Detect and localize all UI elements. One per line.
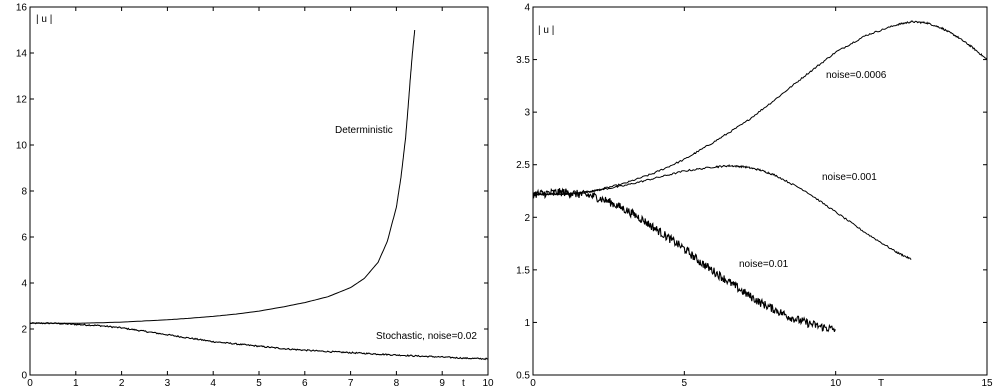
left-xtick-label: 10 — [482, 378, 494, 389]
right-xtick-label: 15 — [981, 378, 993, 389]
left-ytick-label: 16 — [16, 3, 28, 14]
right-chart: 0 5 10 15 0.5 1 1.5 2 2.5 3 3.5 4 | u | T noise=0.0… — [516, 3, 993, 390]
left-series-line-1 — [29, 321, 488, 361]
left-xtick-label: 1 — [73, 378, 79, 389]
right-ytick-label: 2 — [524, 213, 530, 224]
right-ytick-label: 3.5 — [516, 55, 530, 66]
left-xtick-label: 2 — [119, 378, 125, 389]
left-xtick-label: 5 — [256, 378, 262, 389]
right-ticks: 0 5 10 15 0.5 1 1.5 2 2.5 3 3.5 4 — [516, 3, 993, 390]
left-ytick-label: 14 — [16, 49, 28, 60]
left-xtick-label: 7 — [348, 378, 354, 389]
left-ytick-label: 10 — [16, 141, 28, 152]
annotation-noise-001: noise=0.001 — [822, 172, 877, 183]
right-ytick-label: 4 — [524, 3, 530, 14]
right-series — [532, 20, 988, 333]
right-xtick-label: 10 — [830, 378, 842, 389]
right-xlabel: T — [878, 378, 884, 389]
annotation-deterministic: Deterministic — [335, 125, 393, 136]
annotation-noise-0006: noise=0.0006 — [826, 70, 887, 81]
left-ytick-label: 2 — [21, 325, 27, 336]
right-plot-frame — [532, 6, 988, 376]
right-ytick-label: 3 — [524, 108, 530, 119]
right-ytick-label: 1 — [524, 318, 530, 329]
left-series-line-0 — [30, 29, 416, 324]
left-ytick-label: 12 — [16, 95, 28, 106]
left-ytick-label: 6 — [21, 233, 27, 244]
left-xtick-label: 4 — [210, 378, 216, 389]
left-xtick-label: 0 — [27, 378, 33, 389]
right-xtick-label: 5 — [682, 378, 688, 389]
left-ylabel: | u | — [36, 14, 52, 25]
left-ytick-label: 8 — [21, 187, 27, 198]
left-xtick-label: 6 — [302, 378, 308, 389]
left-plot-frame — [29, 6, 489, 376]
left-ytick-label: 4 — [21, 279, 27, 290]
right-ylabel: | u | — [538, 25, 554, 36]
left-xtick-label: 9 — [439, 378, 445, 389]
annotation-stochastic: Stochastic, noise=0.02 — [376, 331, 477, 342]
left-xtick-label: 8 — [394, 378, 400, 389]
left-xlabel: t — [462, 378, 465, 389]
annotation-noise-01: noise=0.01 — [739, 259, 789, 270]
left-xtick-label: 3 — [165, 378, 171, 389]
right-ytick-label: 2.5 — [516, 160, 530, 171]
right-ytick-label: 0.5 — [516, 371, 530, 382]
left-ytick-label: 0 — [21, 371, 27, 382]
left-series — [29, 29, 488, 361]
right-xtick-label: 0 — [530, 378, 536, 389]
right-ytick-label: 1.5 — [516, 265, 530, 276]
right-series-line-2 — [532, 187, 836, 333]
